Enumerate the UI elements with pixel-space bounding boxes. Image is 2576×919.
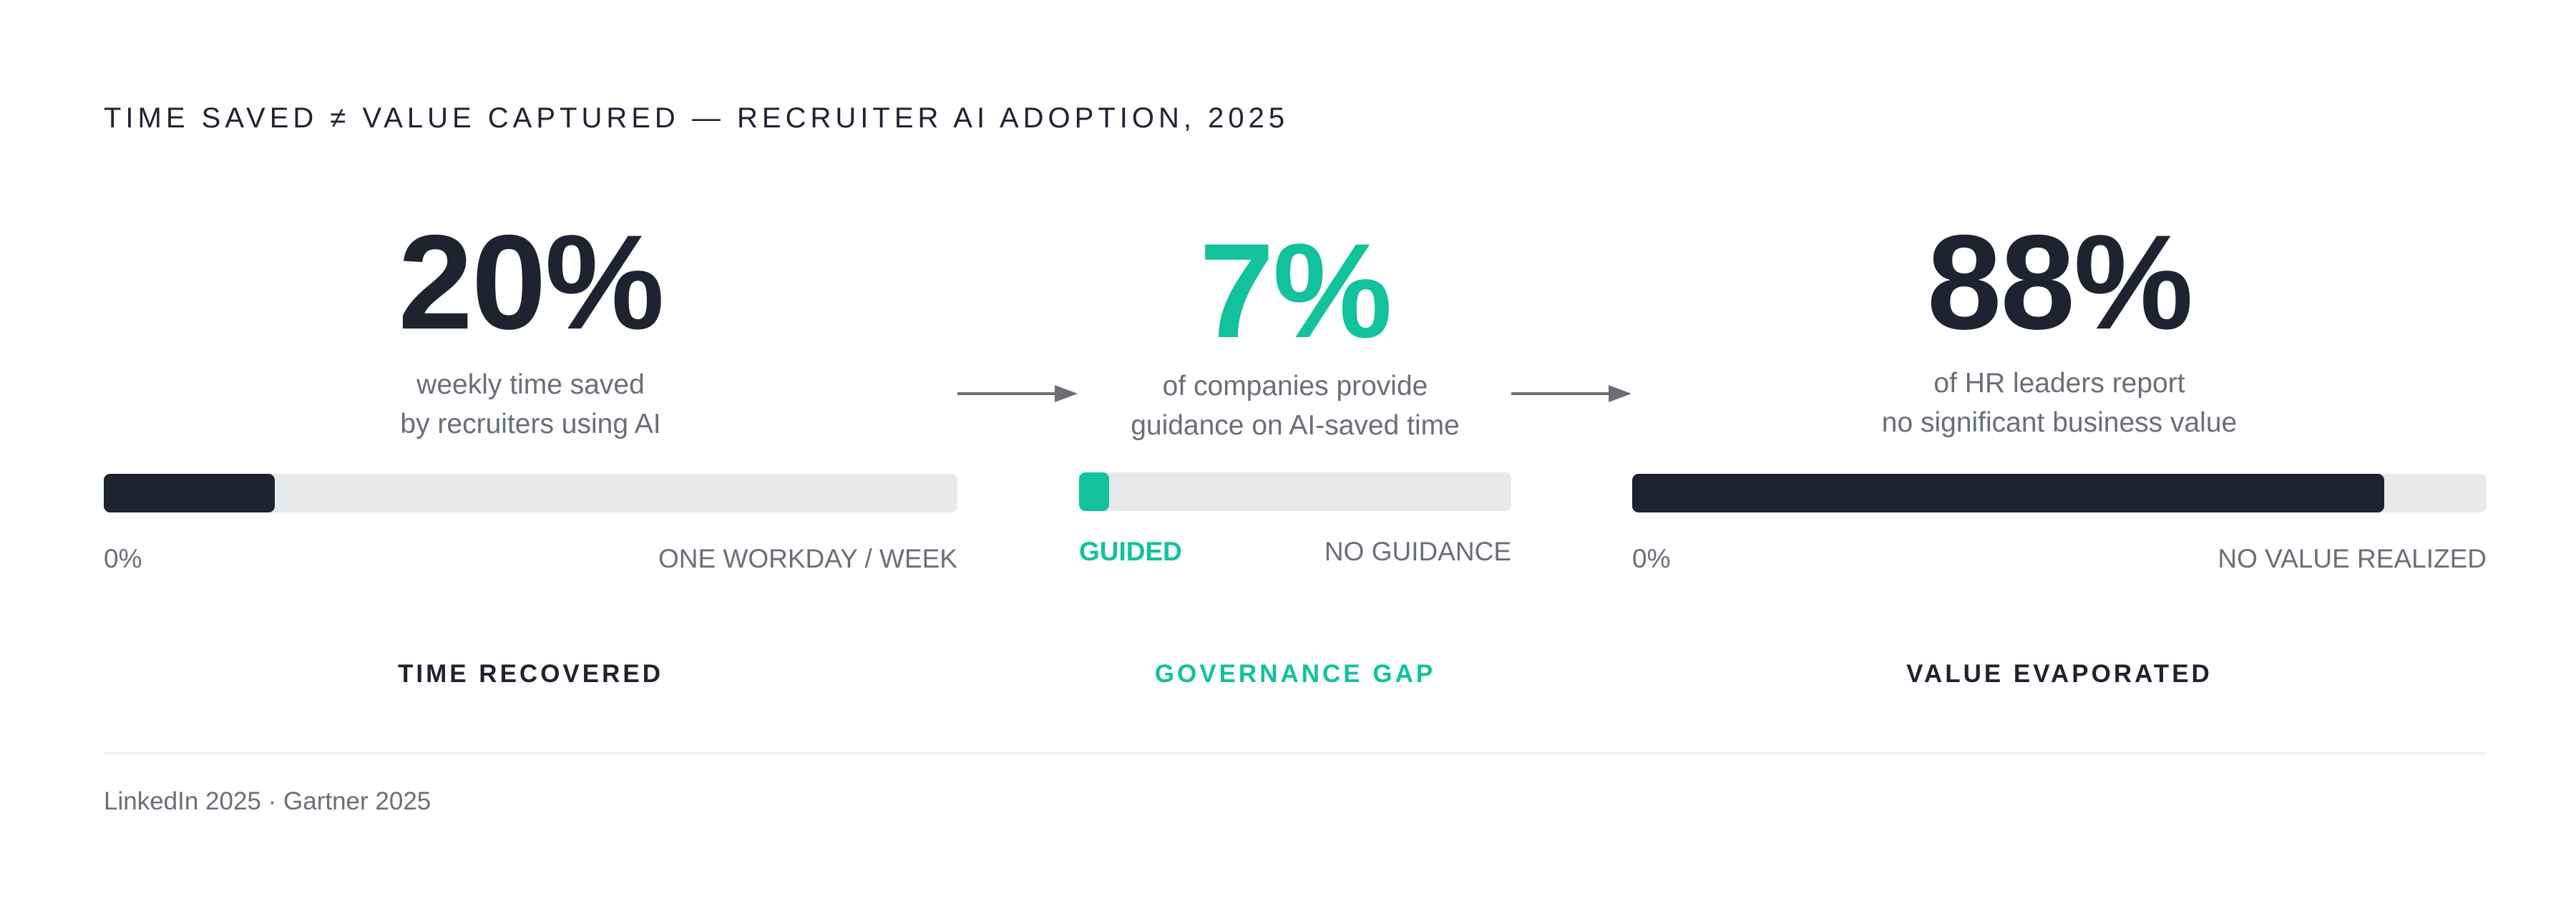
chart-title: TIME SAVED ≠ VALUE CAPTURED — RECRUITER … <box>104 102 1289 134</box>
category-label: TIME RECOVERED <box>397 660 664 688</box>
stat-description-line-1: weekly time saved <box>416 369 645 400</box>
scale-min-label: 0% <box>1632 544 1671 573</box>
stat-value: 88% <box>1926 207 2193 357</box>
source-note: LinkedIn 2025 · Gartner 2025 <box>104 787 431 815</box>
progress-fill <box>104 474 275 512</box>
stat-description-line-1: of HR leaders report <box>1933 368 2185 399</box>
stat-description: of companies provide guidance on AI-save… <box>1036 366 1554 445</box>
stat-description: weekly time saved by recruiters using AI <box>61 365 1000 444</box>
right-arrow-icon <box>1511 385 1631 402</box>
stat-value: 20% <box>398 207 664 357</box>
scale-max-label: ONE WORKDAY / WEEK <box>658 544 957 573</box>
scale-min-label: GUIDED <box>1079 537 1182 566</box>
progress-track <box>104 474 957 512</box>
scale-max-label: NO GUIDANCE <box>1324 537 1511 566</box>
category-label: GOVERNANCE GAP <box>1154 660 1436 688</box>
progress-fill <box>1632 474 2384 512</box>
stat-description: of HR leaders report no significant busi… <box>1589 364 2529 442</box>
progress-track <box>1079 472 1511 511</box>
progress-track <box>1632 474 2487 512</box>
stat-value: 7% <box>1199 215 1392 366</box>
scale-min-label: 0% <box>104 544 142 573</box>
footer-divider <box>104 752 2487 754</box>
stat-description-line-1: of companies provide <box>1162 371 1428 402</box>
scale-max-label: NO VALUE REALIZED <box>2218 544 2487 573</box>
right-arrow-icon <box>957 385 1078 402</box>
progress-fill <box>1079 472 1110 511</box>
category-label: VALUE EVAPORATED <box>1906 660 2212 688</box>
stat-description-line-2: guidance on AI-saved time <box>1131 410 1460 441</box>
stat-description-line-2: by recruiters using AI <box>400 409 661 439</box>
stat-description-line-2: no significant business value <box>1881 407 2238 438</box>
